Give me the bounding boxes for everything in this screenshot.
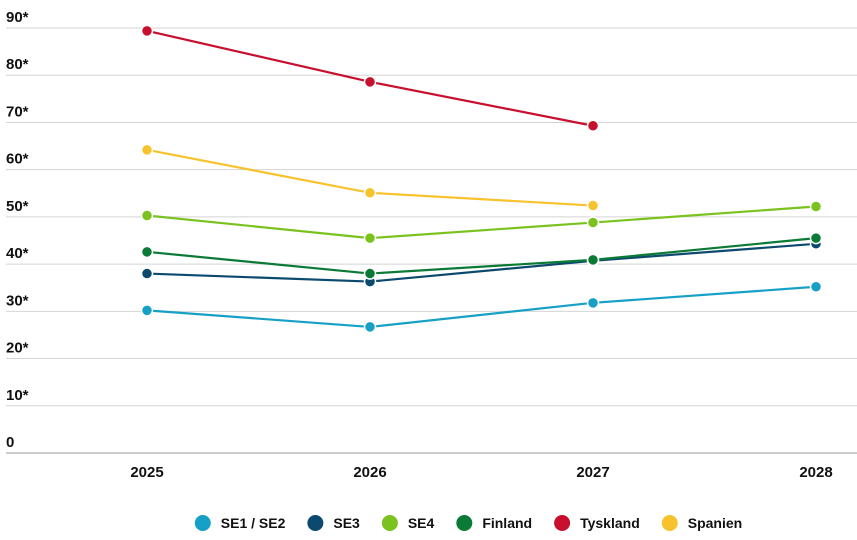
data-point-spanien — [363, 186, 377, 200]
series-lines — [145, 29, 818, 329]
x-tick-label: 2027 — [576, 464, 609, 481]
data-point-se1-se2 — [809, 280, 823, 294]
y-axis-ticks: 0 10* 20* 30* 40* 50* 60* 70* 80* 90* — [6, 9, 29, 451]
data-point-tyskland — [140, 24, 154, 38]
legend-label-se4: SE4 — [408, 515, 435, 531]
data-point-spanien — [140, 143, 154, 157]
data-point-se4 — [140, 209, 154, 222]
y-tick-label: 30* — [6, 292, 29, 309]
legend: SE1 / SE2 SE3 SE4 Finland Tyskland Spanien — [194, 515, 742, 531]
x-tick-label: 2025 — [130, 464, 163, 481]
series-line-finland — [145, 237, 818, 275]
legend-label-se1-se2: SE1 / SE2 — [221, 515, 286, 531]
data-point-finland — [363, 267, 377, 280]
data-point-se4 — [363, 231, 377, 245]
data-point-tyskland — [363, 75, 377, 89]
y-tick-label: 60* — [6, 151, 29, 168]
grid-lines — [6, 27, 857, 454]
x-tick-label: 2026 — [353, 464, 386, 481]
legend-marker-finland — [456, 515, 473, 531]
x-axis-ticks: 2025 2026 2027 2028 — [130, 464, 832, 481]
data-point-se1-se2 — [363, 320, 377, 334]
data-point-spanien — [586, 199, 600, 212]
data-point-finland — [586, 253, 600, 267]
y-tick-label: 40* — [6, 245, 29, 262]
y-tick-label: 80* — [6, 56, 29, 73]
y-tick-label: 50* — [6, 198, 29, 215]
series-line-se3 — [145, 242, 818, 283]
legend-marker-spanien — [661, 515, 678, 531]
series-points — [140, 24, 823, 334]
series-line-se1-se2 — [145, 285, 818, 329]
y-tick-label: 90* — [6, 9, 29, 26]
y-tick-label: 70* — [6, 103, 29, 120]
legend-marker-se4 — [381, 515, 398, 531]
y-tick-label: 10* — [6, 387, 29, 404]
y-tick-label: 0 — [6, 434, 14, 451]
data-point-finland — [809, 231, 823, 245]
legend-marker-se1-se2 — [194, 515, 211, 531]
data-point-finland — [140, 245, 154, 259]
legend-label-se3: SE3 — [333, 515, 360, 531]
data-point-se1-se2 — [140, 304, 154, 317]
legend-label-spanien: Spanien — [688, 515, 742, 531]
y-tick-label: 20* — [6, 340, 29, 357]
legend-label-tyskland: Tyskland — [580, 515, 640, 531]
x-tick-label: 2028 — [799, 464, 832, 481]
data-point-se4 — [586, 216, 600, 229]
series-line-se4 — [145, 205, 818, 240]
data-point-se4 — [809, 200, 823, 213]
legend-marker-se3 — [307, 515, 324, 531]
data-point-se3 — [140, 267, 154, 280]
data-point-tyskland — [586, 119, 600, 132]
data-point-se1-se2 — [586, 296, 600, 310]
legend-label-finland: Finland — [482, 515, 532, 531]
legend-marker-tyskland — [554, 515, 571, 531]
